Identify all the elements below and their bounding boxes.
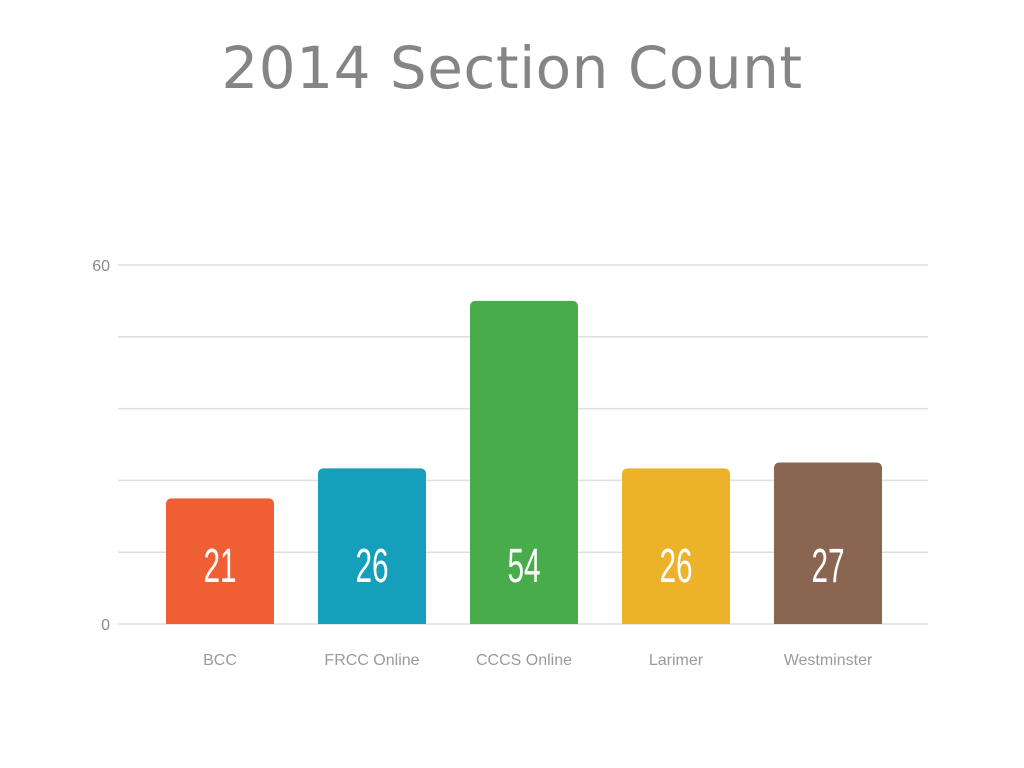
y-tick-label: 0 [101, 617, 110, 634]
bar-value-label: 27 [811, 540, 844, 593]
x-tick-label: Larimer [649, 652, 704, 669]
y-axis-ticks: 0 60 [92, 258, 110, 634]
x-tick-label: FRCC Online [324, 652, 419, 669]
bar-larimer [622, 468, 730, 624]
bars [166, 300, 882, 624]
bar-value-label: 21 [203, 540, 236, 593]
x-tick-label: Westminster [784, 652, 873, 669]
bar-value-label: 26 [659, 540, 692, 593]
bar-value-labels: 21 26 54 26 27 [203, 540, 844, 593]
bar-cccs-online [470, 300, 578, 624]
bar-westminster [774, 462, 882, 624]
x-tick-label: CCCS Online [476, 652, 572, 669]
chart-title: 2014 Section Count [221, 34, 803, 102]
bar-bcc [166, 498, 274, 624]
y-tick-label: 60 [92, 258, 110, 275]
x-tick-label: BCC [203, 652, 237, 669]
bar-value-label: 54 [507, 540, 540, 593]
bar-value-label: 26 [355, 540, 388, 593]
x-axis-ticks: BCC FRCC Online CCCS Online Larimer Westmins… [203, 652, 873, 669]
bar-frcc-online [318, 468, 426, 624]
